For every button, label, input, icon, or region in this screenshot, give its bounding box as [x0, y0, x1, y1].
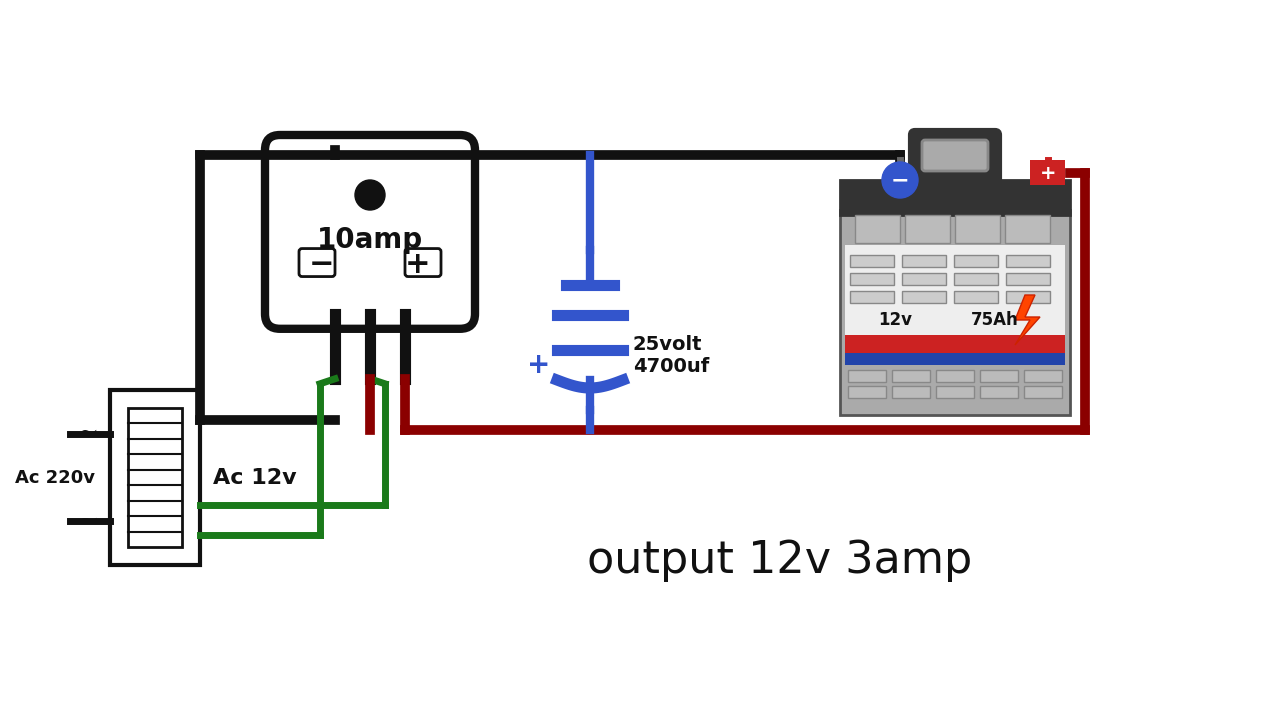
Bar [110, 390, 200, 565]
Bar [1005, 215, 1050, 243]
Bar [840, 180, 1070, 215]
Text: +: + [1039, 163, 1056, 182]
Bar [905, 215, 950, 243]
Bar [980, 386, 1018, 398]
Bar [955, 215, 1000, 243]
Text: ~: ~ [78, 422, 99, 446]
Text: 25volt
4700uf: 25volt 4700uf [634, 335, 709, 376]
FancyBboxPatch shape [265, 135, 475, 329]
Polygon shape [1015, 295, 1039, 345]
Bar [954, 273, 998, 285]
Text: Ac 12v: Ac 12v [214, 467, 297, 487]
Bar [845, 245, 1065, 365]
Text: 75Ah: 75Ah [972, 311, 1019, 329]
Bar [847, 370, 886, 382]
Bar [1006, 291, 1050, 303]
Text: +: + [527, 351, 550, 379]
Text: output 12v 3amp: output 12v 3amp [588, 539, 973, 582]
Bar [1006, 255, 1050, 267]
Text: 10amp: 10amp [317, 226, 424, 254]
Bar [902, 273, 946, 285]
Bar [855, 215, 900, 243]
Bar [954, 291, 998, 303]
Bar [936, 370, 974, 382]
Bar [850, 255, 893, 267]
Bar [1024, 386, 1062, 398]
Bar [980, 370, 1018, 382]
Bar [1006, 273, 1050, 285]
FancyBboxPatch shape [922, 140, 988, 171]
Bar [954, 255, 998, 267]
Bar [1030, 160, 1065, 185]
Text: +: + [406, 250, 431, 279]
Bar [840, 210, 1070, 415]
Bar [845, 353, 1065, 365]
Bar [892, 370, 931, 382]
FancyBboxPatch shape [910, 130, 1000, 185]
Text: −: − [891, 170, 909, 190]
Text: Ac 220v: Ac 220v [15, 469, 95, 487]
Text: −: − [310, 250, 335, 279]
Bar [936, 386, 974, 398]
Bar [1024, 370, 1062, 382]
Bar [128, 408, 182, 547]
Text: ~: ~ [78, 509, 99, 534]
Circle shape [882, 162, 918, 198]
Bar [847, 386, 886, 398]
Bar [845, 335, 1065, 353]
Bar [902, 255, 946, 267]
FancyBboxPatch shape [300, 248, 335, 276]
FancyBboxPatch shape [404, 248, 442, 276]
Bar [902, 291, 946, 303]
Bar [892, 386, 931, 398]
Text: 12v: 12v [878, 311, 911, 329]
Circle shape [355, 180, 385, 210]
Bar [850, 291, 893, 303]
Bar [850, 273, 893, 285]
